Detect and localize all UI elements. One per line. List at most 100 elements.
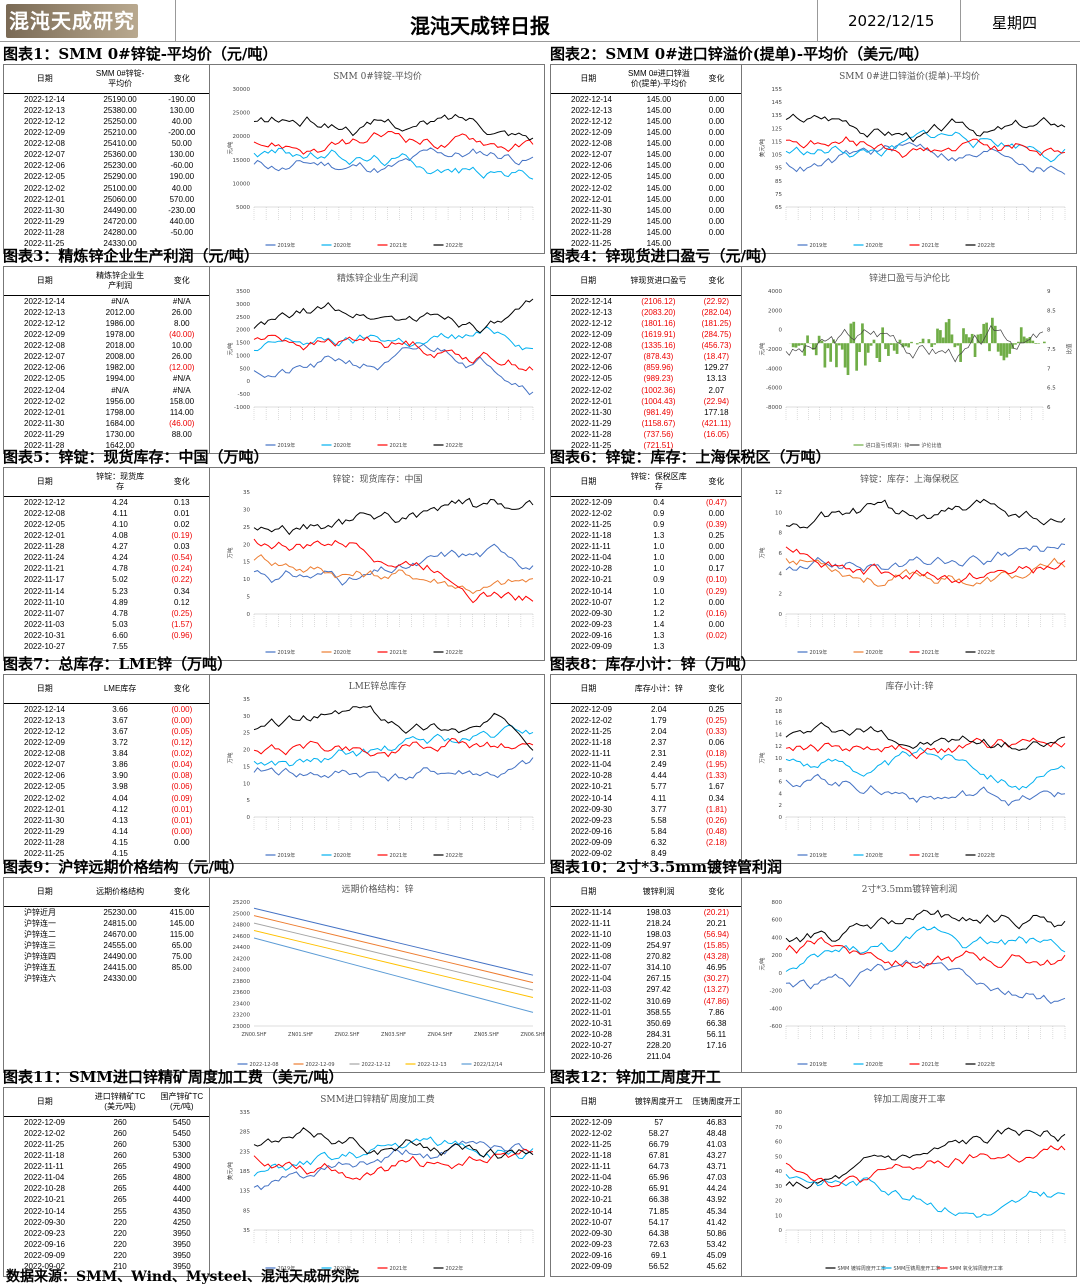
series-line (253, 937, 534, 1013)
table-row: 2022-12-02 260 5450 (4, 1128, 209, 1139)
column-header: 日期 (4, 878, 86, 907)
table-cell: 2022-12-02 (571, 508, 612, 518)
table-cell: 44.24 (706, 1184, 727, 1194)
y-tick-label: 50 (775, 1154, 782, 1160)
table-cell: 2022-11-11 (24, 1161, 64, 1171)
table-cell: 2022-11-29 (571, 418, 612, 428)
data-table: 日期 锌锭：保税区库 存变化 2022-12-09 0.4 (0.47) 2022-12-… (551, 468, 741, 652)
chart-title: SMM进口锌精矿周度加工费 (320, 1093, 435, 1105)
table-cell: 24555.00 (103, 940, 137, 950)
bar (820, 340, 824, 344)
table-cell: (859.96) (643, 363, 674, 373)
series-line (253, 113, 534, 141)
y-tick-label: 5 (247, 798, 251, 804)
chart-svg: 锌加工周度开工率 80 70 60 50 40 30 20 10 0 SMM 镀锌周度开工率 SMM压… (775, 1093, 1066, 1272)
table-cell: 2022-11-08 (571, 951, 612, 961)
table-row: 2022-11-29 145.00 0.00 (551, 216, 741, 227)
table-cell: 145.00 (169, 918, 195, 928)
table-cell: 2022-10-14 (24, 1206, 65, 1216)
table-row: 2022-12-02 1.79 (0.25) (551, 715, 741, 726)
table-cell: 4400 (172, 1195, 191, 1205)
table-cell: 2022-12-07 (24, 760, 65, 770)
table-row: 2022-12-13 2012.00 26.00 (4, 307, 209, 318)
table-cell: -200.00 (168, 127, 196, 137)
legend-label: 2020年 (334, 852, 352, 859)
y-tick-label: 35 (243, 1228, 250, 1234)
table-cell: 2022-11-14 (24, 586, 65, 596)
table-cell: 145.00 (646, 105, 672, 115)
table-cell: 350.69 (646, 1018, 671, 1028)
bar (930, 343, 934, 348)
table-cell: 2022-12-09 (571, 329, 612, 339)
table-cell: (421.11) (701, 418, 731, 428)
table-row: 2022-11-28 24280.00 -50.00 (4, 227, 209, 238)
table-cell: (0.54) (171, 553, 193, 563)
table-row: 2022-10-07 1.2 0.00 (551, 597, 741, 608)
table-cell: 66.79 (648, 1139, 669, 1149)
table-cell: 24330.00 (103, 239, 137, 249)
bar (849, 323, 853, 344)
table-row: 2022-11-25 145.00 (551, 238, 741, 249)
table-cell: (0.04) (171, 760, 193, 770)
legend-label: 2022年 (978, 649, 996, 656)
table-cell: (0.48) (705, 826, 727, 836)
table-cell: 2022-11-25 (24, 1139, 65, 1149)
table-cell: 66.38 (706, 1018, 727, 1028)
y-axis-label: 万吨 (758, 752, 766, 764)
table-cell: 41.03 (706, 1139, 727, 1149)
y-tick-label: 4000 (768, 289, 782, 295)
table-cell: 2022-12-12 (24, 318, 65, 328)
series-line (253, 543, 534, 586)
series-line (253, 922, 534, 991)
table-row: 2022-10-31 350.69 66.38 (551, 1018, 741, 1029)
y-tick-label: 25200 (233, 900, 251, 906)
y-axis-label: 万吨 (226, 752, 234, 764)
table-cell: 2022-09-09 (571, 642, 612, 652)
y-tick-label: 23000 (233, 1024, 251, 1030)
series-line (253, 1127, 534, 1159)
table-cell: 24490.00 (103, 205, 137, 215)
table-cell: 1994.00 (105, 374, 135, 384)
bar (840, 343, 844, 350)
table-cell: -50.00 (170, 228, 194, 238)
table-cell: 0.00 (708, 508, 725, 518)
table-row: 2022-12-14 145.00 0.00 (551, 93, 741, 105)
y2-axis-label: 比值 (1065, 343, 1073, 355)
table-cell: 0.00 (708, 116, 725, 126)
data-table: 日期 镀锌利润 变化 2022-11-14 198.03 (20.21) 2022-11-1… (551, 878, 741, 1062)
table-cell: 0.00 (174, 838, 190, 848)
bar (884, 343, 887, 350)
y-tick-label: -400 (770, 1006, 783, 1012)
table-cell: 2022-12-13 (571, 105, 612, 115)
y-tick-label: 800 (772, 900, 783, 906)
table-row: 2022-10-28 1.0 0.17 (551, 563, 741, 574)
data-table: 日期 进口锌精矿TC (美元/吨) 国产锌矿TC (元/吨) 2022-12-09 26… (4, 1088, 209, 1272)
table-row: 2022-09-23 5.58 (0.26) (551, 815, 741, 826)
table-cell: 2022-12-07 (24, 150, 65, 160)
chart-area: SMM 0#锌锭-平均价 30000 25000 20000 15000 10000 500… (209, 65, 544, 253)
bar (999, 343, 1003, 356)
table-cell: 25190.00 (103, 94, 137, 104)
column-header: 锌锭：现货库 存 (85, 468, 155, 497)
table-cell: 5450 (172, 1117, 191, 1127)
table-cell: (0.26) (705, 815, 727, 825)
table-cell: 沪锌近月 (24, 907, 56, 917)
bar (944, 322, 948, 344)
legend-label: 2021年 (922, 242, 940, 249)
table-cell: 24815.00 (103, 918, 137, 928)
table-cell: 2022-09-30 (571, 608, 612, 618)
table-row: 2022-12-12 3.67 (0.05) (4, 726, 209, 737)
chart-svg: 远期价格结构：锌 25200 25000 24800 24600 24400 24200 24… (233, 883, 546, 1068)
section-title: 图表4：锌现货进口盈亏（元/吨） (550, 247, 776, 265)
bar (918, 342, 922, 344)
column-header: 变化 (691, 675, 741, 704)
y-tick-label: 105 (772, 153, 783, 159)
table-cell: (0.39) (705, 519, 727, 529)
y-tick-label: 2000 (236, 328, 250, 334)
chart-svg: 锌进口盈亏与沪伦比 4000 2000 0 -2000 -4000 -6000 -8000 9 8… (758, 272, 1073, 449)
legend-label: 2020年 (866, 852, 884, 859)
chart-section-4: 图表4：锌现货进口盈亏（元/吨） 日期 锌现货进口盈亏 变化 2022-12-14 (21… (550, 246, 1077, 454)
table-cell: 24720.00 (103, 216, 137, 226)
table-row: 2022-12-06 25230.00 -60.00 (4, 160, 209, 171)
table-row: 2022-12-02 58.27 48.48 (551, 1128, 741, 1139)
